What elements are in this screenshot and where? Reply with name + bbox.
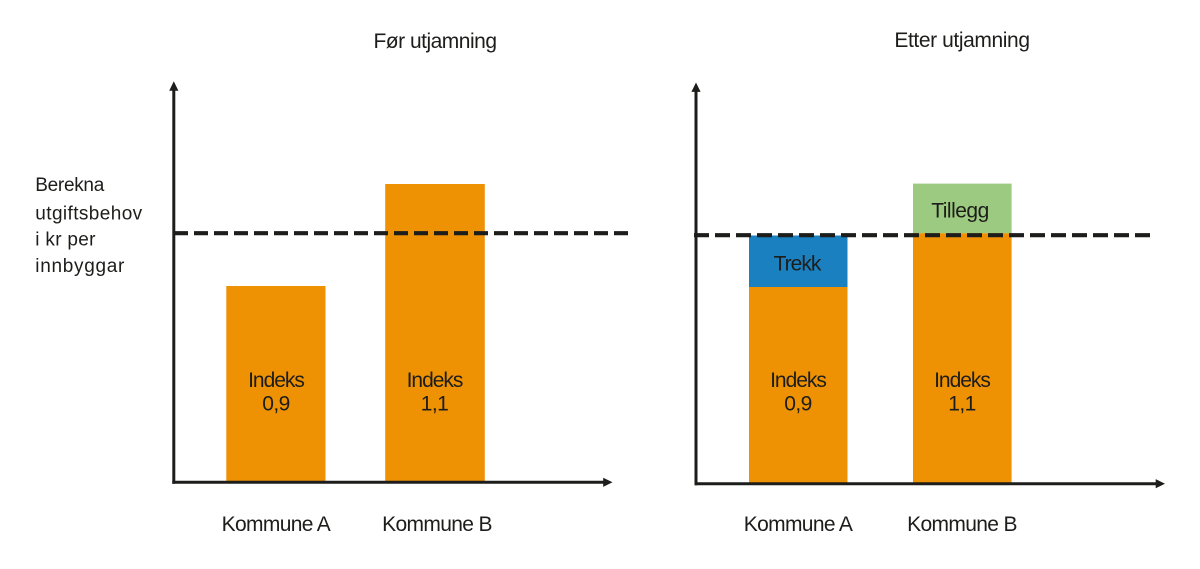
svg-text:1,1: 1,1: [948, 392, 975, 415]
svg-text:1,1: 1,1: [421, 392, 448, 415]
svg-text:0,9: 0,9: [784, 392, 811, 415]
svg-text:0,9: 0,9: [262, 392, 289, 415]
svg-text:Indeks: Indeks: [770, 369, 826, 392]
svg-text:Indeks: Indeks: [407, 369, 463, 392]
svg-text:Tillegg: Tillegg: [931, 200, 989, 223]
svg-text:Indeks: Indeks: [934, 369, 990, 392]
svg-text:Kommune A: Kommune A: [222, 513, 331, 536]
svg-text:Kommune B: Kommune B: [907, 513, 1017, 536]
svg-text:Før utjamning: Før utjamning: [373, 30, 496, 53]
svg-text:Trekk: Trekk: [774, 253, 822, 276]
svg-text:Berekna: Berekna: [35, 175, 104, 196]
svg-text:utgiftsbehov: utgiftsbehov: [35, 204, 142, 225]
svg-text:innbyggar: innbyggar: [35, 256, 125, 277]
svg-text:i kr per: i kr per: [35, 229, 96, 250]
svg-text:Kommune B: Kommune B: [382, 513, 492, 536]
svg-text:Indeks: Indeks: [248, 369, 304, 392]
svg-text:Etter utjamning: Etter utjamning: [894, 29, 1029, 52]
svg-text:Kommune A: Kommune A: [744, 513, 853, 536]
